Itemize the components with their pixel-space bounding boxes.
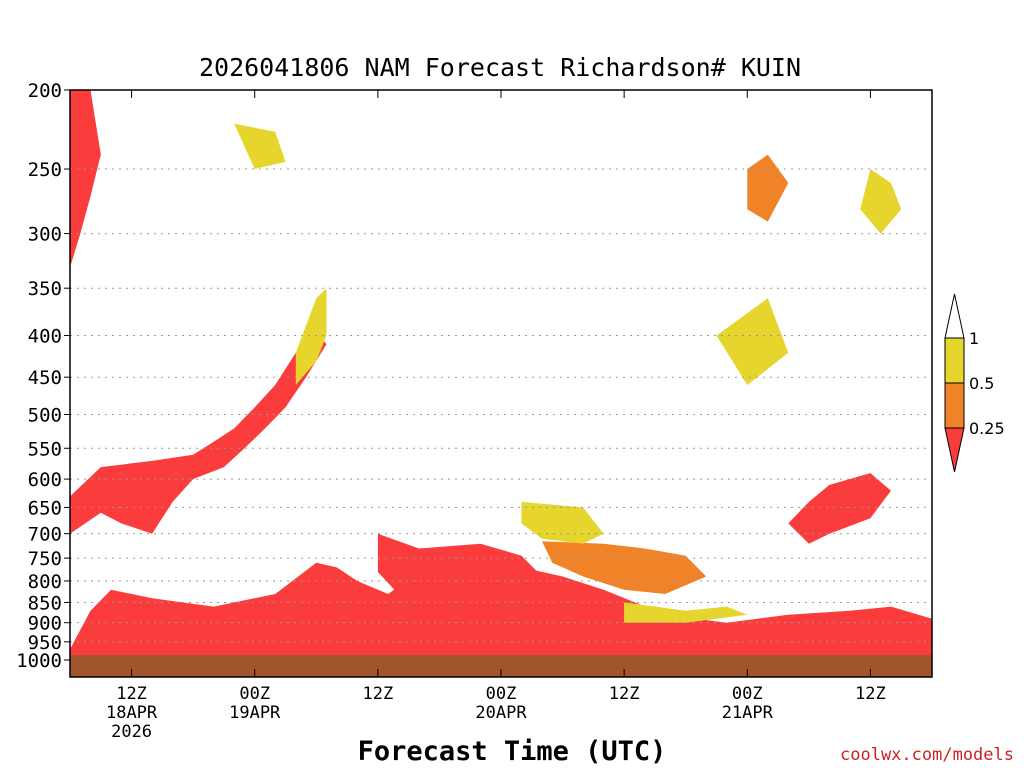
color-legend: 1 0.5 0.25 [944, 293, 1005, 473]
xtick-label-3-1: 20APR [475, 703, 527, 723]
legend-label-0.5: 0.5 [969, 374, 994, 393]
legend-red-triangle [944, 427, 965, 473]
xtick-label-2-0: 12Z [362, 684, 393, 704]
xtick-label-0-0: 12Z [116, 684, 147, 704]
legend-label-1: 1 [969, 329, 979, 348]
ytick-label-500: 500 [28, 405, 62, 427]
ytick-label-900: 900 [28, 613, 62, 635]
legend-orange-box [944, 382, 965, 429]
ytick-label-450: 450 [28, 367, 62, 389]
ytick-label-400: 400 [28, 325, 62, 347]
plot-area [70, 90, 932, 677]
region-low-6 [788, 473, 891, 544]
region-low-9 [70, 90, 101, 268]
xtick-label-5-1: 21APR [722, 703, 774, 723]
ytick-label-350: 350 [28, 278, 62, 300]
ytick-label-850: 850 [28, 592, 62, 614]
region-mid-11 [747, 154, 789, 222]
xtick-label-0-2: 2026 [111, 722, 152, 742]
region-high-7 [295, 288, 327, 385]
chart-title: 2026041806 NAM Forecast Richardson# KUIN [199, 53, 801, 82]
ytick-label-950: 950 [28, 632, 62, 654]
region-low-1 [70, 331, 327, 534]
y-axis-ticks: 200 250 300 350 400 450 500 550 600 650 7007508008… [16, 80, 70, 672]
ytick-label-550: 550 [28, 438, 62, 460]
region-high-8 [234, 123, 286, 169]
x-axis-label: Forecast Time (UTC) [358, 736, 667, 767]
xtick-label-3-0: 00Z [486, 684, 517, 704]
ytick-label-650: 650 [28, 497, 62, 519]
ytick-label-200: 200 [28, 80, 62, 102]
ytick-label-1000: 1000 [16, 650, 62, 672]
xtick-label-0-1: 18APR [106, 703, 158, 723]
xtick-label-1-1: 19APR [229, 703, 281, 723]
ytick-label-600: 600 [28, 469, 62, 491]
ground-band [70, 655, 932, 677]
xtick-label-1-0: 00Z [239, 684, 270, 704]
ytick-label-300: 300 [28, 224, 62, 246]
legend-white-triangle [944, 293, 965, 339]
ytick-label-750: 750 [28, 548, 62, 570]
region-low-2 [377, 533, 542, 603]
legend-label-0.25: 0.25 [969, 419, 1005, 438]
xtick-label-6-0: 12Z [855, 684, 886, 704]
ytick-label-250: 250 [28, 159, 62, 181]
ytick-label-700: 700 [28, 524, 62, 546]
region-high-12 [860, 169, 902, 234]
region-high-10 [716, 298, 789, 385]
xtick-label-5-0: 00Z [732, 684, 763, 704]
region-high-4 [521, 501, 604, 544]
richardson-regions [70, 90, 932, 660]
credit-text: coolwx.com/models [840, 745, 1014, 765]
legend-yellow-box [944, 337, 965, 384]
xtick-label-4-0: 12Z [609, 684, 640, 704]
region-high-5 [624, 602, 748, 623]
region-low-0 [70, 553, 932, 660]
ytick-label-800: 800 [28, 571, 62, 593]
